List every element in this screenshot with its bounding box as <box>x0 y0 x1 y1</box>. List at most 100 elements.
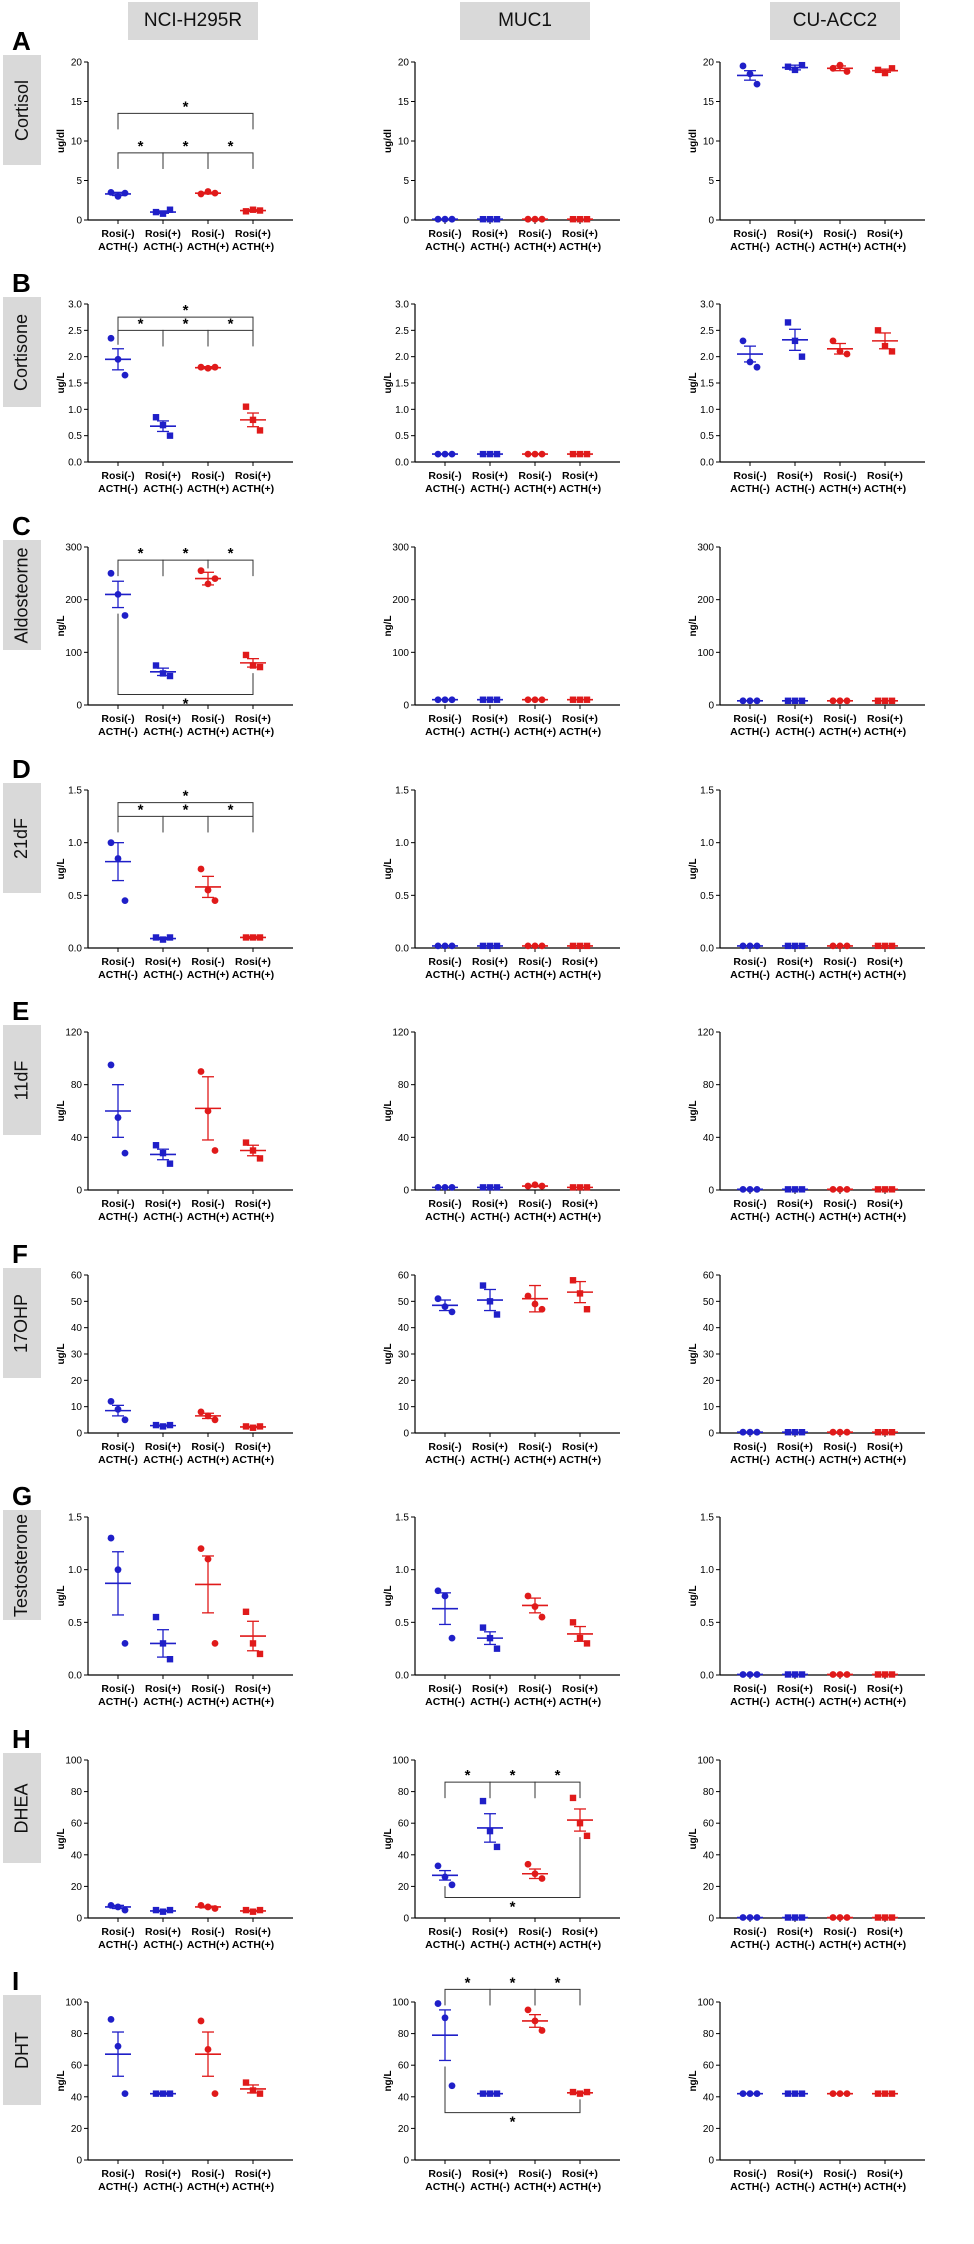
significance-star: * <box>228 138 234 155</box>
x-tick-label-rosi: Rosi(-) <box>428 1683 461 1695</box>
data-point <box>256 427 264 434</box>
x-tick-label-rosi: Rosi(+) <box>235 2168 271 2180</box>
y-tick-label: 5 <box>76 176 82 187</box>
data-point <box>249 1908 257 1915</box>
data-point <box>829 1914 837 1921</box>
data-point <box>784 319 792 326</box>
data-point <box>434 2000 442 2007</box>
x-tick-label-acth: ACTH(+) <box>864 241 906 253</box>
y-axis-unit: ug/L <box>383 858 394 879</box>
data-point <box>479 1624 487 1631</box>
data-point <box>881 342 889 350</box>
x-tick-label-acth: ACTH(+) <box>232 241 274 253</box>
data-point <box>569 216 577 223</box>
y-tick-label: 10 <box>703 137 715 148</box>
data-point <box>242 1139 250 1146</box>
data-point <box>583 2088 591 2096</box>
x-tick-label-rosi: Rosi(+) <box>867 228 903 240</box>
y-tick-label: 1.0 <box>700 838 714 849</box>
significance-bracket <box>444 1988 491 2006</box>
data-point <box>843 68 851 75</box>
data-point <box>791 1186 799 1193</box>
x-tick-label-acth: ACTH(+) <box>514 2181 556 2193</box>
significance-star: * <box>228 545 234 562</box>
data-point <box>493 942 501 950</box>
x-tick-label-rosi: Rosi(-) <box>823 1926 856 1938</box>
significance-star: * <box>183 695 189 712</box>
analyte-label-box: Cortisol <box>3 55 41 165</box>
data-point <box>121 897 129 904</box>
x-tick-label-rosi: Rosi(+) <box>562 956 598 968</box>
data-point <box>159 1149 167 1157</box>
data-point <box>843 942 851 950</box>
data-point <box>829 64 837 72</box>
y-tick-label: 10 <box>703 1402 715 1413</box>
y-tick-label: 50 <box>398 1297 410 1308</box>
x-tick-label-rosi: Rosi(+) <box>472 1926 508 1938</box>
x-tick-label-acth: ACTH(+) <box>864 2181 906 2193</box>
data-point <box>107 334 115 342</box>
x-tick-label-acth: ACTH(-) <box>143 969 183 981</box>
chart-h-1: 020406080100ug/LRosi(-)ACTH(-)Rosi(+)ACT… <box>56 1756 293 1951</box>
y-tick-label: 20 <box>398 2124 410 2135</box>
y-tick-label: 2.5 <box>68 326 82 337</box>
data-point <box>121 1416 129 1424</box>
data-point <box>204 364 212 372</box>
x-tick-label-rosi: Rosi(-) <box>428 713 461 725</box>
analyte-label-box: 11dF <box>3 1025 41 1135</box>
chart-d-2: 0.00.51.01.5ug/LRosi(-)ACTH(-)Rosi(+)ACT… <box>383 786 620 981</box>
row-f: F 17OHP 0 10 20 30 40 50 60 ug/L Rosi(-) ACTH(-) Ros… <box>0 1233 974 1475</box>
x-tick-label-acth: ACTH(+) <box>559 1211 601 1223</box>
y-tick-label: 40 <box>71 1850 83 1861</box>
x-tick-label-acth: ACTH(-) <box>775 1696 815 1708</box>
data-point <box>576 2090 584 2097</box>
x-tick-label-acth: ACTH(+) <box>514 726 556 738</box>
data-point <box>798 353 806 360</box>
y-axis-unit: ng/L <box>688 2070 699 2091</box>
data-point <box>486 1827 494 1835</box>
y-tick-label: 10 <box>71 137 83 148</box>
chart-a-1: 05101520ug/dlRosi(-)ACTH(-)Rosi(+)ACTH(-… <box>56 58 293 253</box>
x-tick-label-rosi: Rosi(-) <box>428 470 461 482</box>
y-tick-label: 3.0 <box>395 300 409 311</box>
x-tick-label-acth: ACTH(+) <box>819 1696 861 1708</box>
y-tick-label: 40 <box>703 1133 715 1144</box>
data-point <box>114 1566 122 1574</box>
data-point <box>524 1182 532 1190</box>
significance-star: * <box>138 315 144 332</box>
x-tick-label-rosi: Rosi(-) <box>823 1441 856 1453</box>
y-tick-label: 200 <box>65 595 82 606</box>
data-point <box>739 697 747 705</box>
y-tick-label: 15 <box>398 97 410 108</box>
y-axis-unit: ug/L <box>688 372 699 393</box>
data-point <box>798 1186 806 1193</box>
y-tick-label: 30 <box>703 1350 715 1361</box>
chart-b-2: 0.00.51.01.52.02.53.0ug/LRosi(-)ACTH(-)R… <box>383 300 620 495</box>
x-tick-label-rosi: Rosi(-) <box>428 228 461 240</box>
data-point <box>583 696 591 703</box>
y-tick-label: 20 <box>703 58 715 69</box>
data-point <box>166 1656 174 1663</box>
analyte-label-box: Testosterone <box>3 1510 41 1620</box>
y-tick-label: 100 <box>697 1756 714 1767</box>
x-tick-label-acth: ACTH(+) <box>864 483 906 495</box>
data-point <box>791 1914 799 1921</box>
y-tick-label: 100 <box>392 1998 409 2009</box>
x-tick-label-rosi: Rosi(+) <box>472 1441 508 1453</box>
data-point <box>197 1408 205 1416</box>
analyte-label-box: DHT <box>3 1995 41 2105</box>
x-tick-label-rosi: Rosi(+) <box>235 1198 271 1210</box>
chart-f-1: 0102030405060ug/LRosi(-)ACTH(-)Rosi(+)AC… <box>56 1271 293 1466</box>
y-tick-label: 80 <box>71 2029 83 2040</box>
x-tick-label-acth: ACTH(-) <box>425 2181 465 2193</box>
y-tick-label: 80 <box>703 2029 715 2040</box>
y-axis-unit: ug/L <box>383 1828 394 1849</box>
data-point <box>569 696 577 703</box>
x-tick-label-rosi: Rosi(-) <box>101 1683 134 1695</box>
data-point <box>888 65 896 72</box>
x-tick-label-rosi: Rosi(-) <box>518 1926 551 1938</box>
row-g: G Testosterone 0.0 0.5 1.0 1.5 ug/L Rosi(-) ACTH… <box>0 1475 974 1717</box>
data-point <box>197 1068 205 1075</box>
data-point <box>114 1903 122 1911</box>
data-point <box>874 327 882 334</box>
